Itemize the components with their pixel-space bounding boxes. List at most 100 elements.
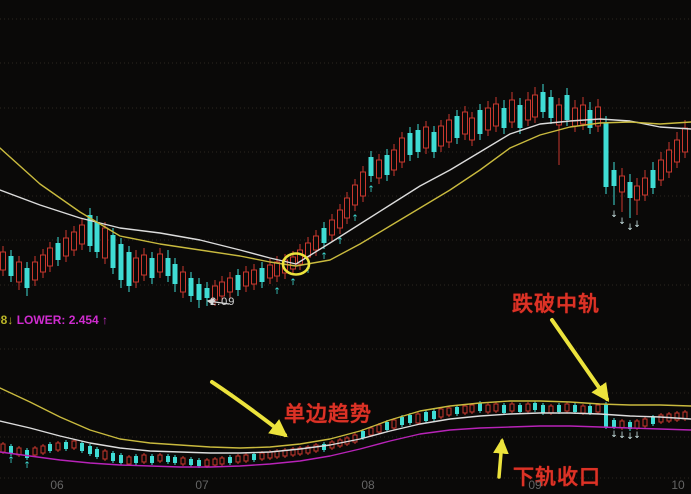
- candle: [212, 285, 218, 301]
- candle: [573, 405, 577, 412]
- candle: [525, 99, 531, 121]
- candle: [40, 445, 46, 454]
- candle: [16, 261, 22, 283]
- lower-indicator-boll-panel: ↑ ↑↓ ↓ ↓ ↓: [0, 348, 691, 479]
- candle: [204, 459, 210, 467]
- candle: [196, 284, 202, 300]
- candle: [408, 415, 412, 423]
- candle: [391, 419, 397, 429]
- midline-break-arrow: [550, 318, 610, 402]
- candle: [423, 126, 429, 149]
- up-mark-icon: ↑: [367, 185, 375, 195]
- candle: [173, 457, 177, 463]
- indicator-lower-value: 2.454: [68, 313, 99, 327]
- candle: [580, 405, 586, 414]
- candle: [352, 184, 358, 206]
- candle: [352, 434, 358, 443]
- candle: [71, 231, 77, 251]
- candle: [79, 224, 85, 245]
- candle: [251, 269, 257, 285]
- candle: [305, 446, 311, 454]
- candle: [509, 99, 515, 123]
- indicator-name: LOWER:: [13, 313, 69, 327]
- candle: [243, 271, 249, 287]
- candle: [8, 256, 14, 276]
- price-low-label: 2.09: [210, 296, 236, 308]
- candle: [157, 253, 163, 273]
- candle: [0, 443, 6, 453]
- candle: [197, 460, 201, 466]
- candle: [313, 235, 319, 251]
- candle: [134, 456, 138, 463]
- candle: [628, 422, 632, 429]
- candle: [361, 431, 365, 438]
- down-mark-icon: ↓: [610, 210, 618, 220]
- candle: [391, 149, 397, 171]
- candle: [572, 107, 578, 127]
- candle: [150, 456, 154, 463]
- candle: [541, 405, 545, 413]
- candle: [337, 209, 343, 229]
- candle: [385, 422, 389, 430]
- candle: [674, 139, 680, 163]
- candle: [63, 237, 69, 257]
- axis-label: 09: [528, 478, 542, 492]
- candle: [368, 157, 374, 176]
- candle: [149, 258, 155, 278]
- candle: [235, 275, 241, 290]
- candle: [212, 458, 218, 466]
- candle: [674, 412, 680, 421]
- candle: [588, 406, 592, 413]
- candle: [431, 132, 437, 152]
- ma-yellow: [0, 121, 691, 267]
- down-mark-icon: ↓: [618, 431, 626, 441]
- candle: [400, 417, 404, 425]
- axis-label: 10: [671, 478, 685, 492]
- candle: [322, 444, 326, 450]
- candle: [376, 159, 382, 179]
- candle: [612, 420, 616, 427]
- candle: [627, 182, 633, 198]
- up-mark-icon: ↑: [23, 461, 31, 471]
- band-lower: [0, 425, 691, 468]
- candle: [313, 444, 319, 452]
- candle: [118, 244, 124, 280]
- down-mark-icon: ↓: [633, 220, 641, 230]
- band-middle: [0, 412, 691, 454]
- candle: [509, 403, 515, 412]
- candle: [634, 185, 640, 201]
- candle: [454, 116, 460, 138]
- candle: [219, 457, 225, 465]
- candle: [48, 444, 52, 451]
- candle: [25, 450, 29, 458]
- candle: [478, 403, 482, 411]
- candle: [126, 456, 132, 465]
- candle: [172, 264, 178, 284]
- down-mark-icon: ↓: [626, 223, 634, 233]
- candle: [376, 424, 382, 433]
- candle: [24, 268, 30, 288]
- up-mark-icon: ↑: [320, 252, 328, 262]
- candle: [682, 127, 688, 153]
- candle: [415, 130, 421, 152]
- candle: [32, 261, 38, 281]
- candle: [55, 442, 61, 451]
- axis-label: 08: [361, 478, 375, 492]
- candle: [493, 103, 499, 127]
- candle: [297, 447, 303, 455]
- candle: [540, 92, 546, 112]
- candle: [259, 452, 265, 460]
- candle: [455, 407, 459, 414]
- candle: [485, 404, 491, 413]
- candle: [517, 105, 523, 128]
- candle: [32, 447, 38, 456]
- up-mark-icon: ↑: [289, 278, 297, 288]
- candle: [438, 125, 444, 147]
- candle: [603, 123, 609, 187]
- candle: [204, 288, 210, 298]
- indicator-prev-value: 08: [0, 313, 8, 327]
- candle: [477, 110, 483, 134]
- candle: [666, 149, 672, 173]
